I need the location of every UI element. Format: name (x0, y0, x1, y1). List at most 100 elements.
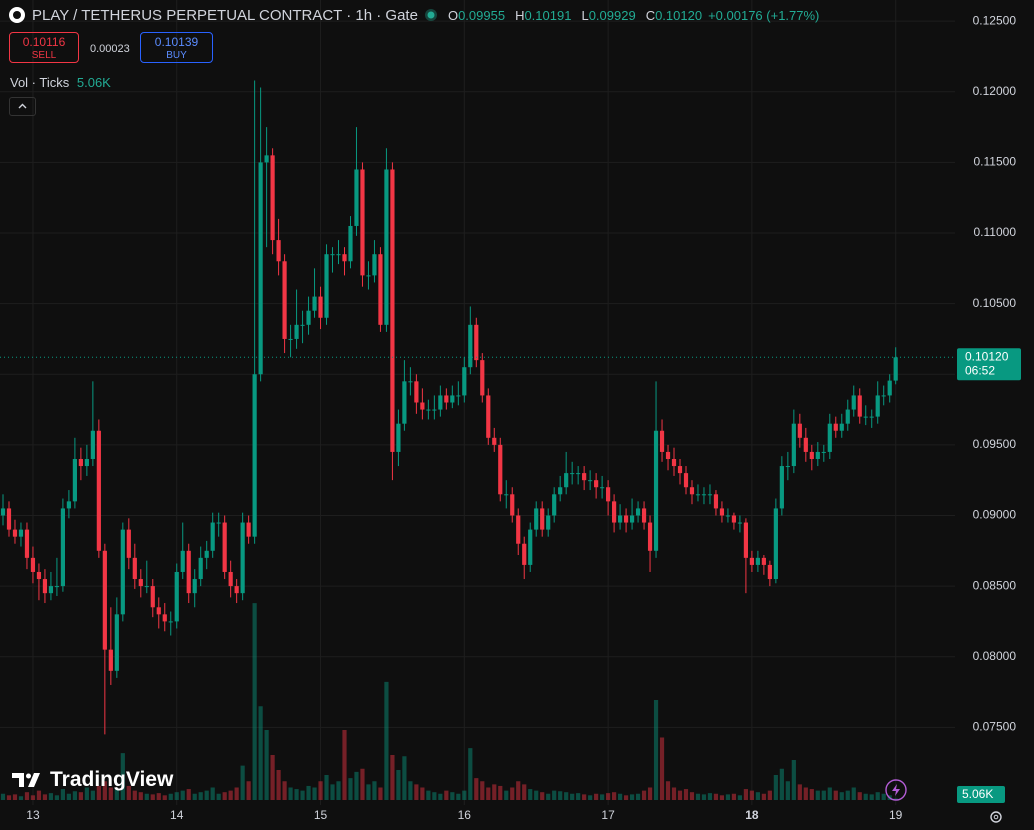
volume-bar (60, 789, 66, 800)
volume-bar (192, 793, 197, 800)
plot-background (0, 0, 955, 805)
volume-bar (857, 792, 862, 800)
volume-bar (24, 792, 30, 800)
volume-bar (138, 792, 143, 800)
candle-body (180, 550, 185, 572)
candle-body (342, 254, 347, 262)
logo-icon (12, 773, 40, 787)
candle-body (396, 423, 401, 452)
volume-bar (372, 781, 377, 800)
candle-body (737, 522, 743, 524)
candle-body (144, 586, 149, 588)
collapse-button[interactable] (9, 97, 36, 116)
logo-text: TradingView (50, 768, 174, 791)
candle-body (132, 557, 137, 580)
volume-bar (570, 793, 575, 800)
volume-bar (48, 793, 54, 800)
settings-button[interactable] (986, 807, 1006, 827)
volume-bar (426, 790, 431, 800)
volume-bar (42, 794, 48, 800)
buy-button[interactable]: 0.10139 BUY (140, 32, 213, 63)
lightning-button[interactable] (884, 778, 908, 802)
candle-body (174, 571, 179, 622)
volume-bar (408, 781, 413, 800)
volume-bar (498, 785, 503, 800)
candle-body (402, 381, 407, 424)
candle-body (683, 473, 689, 488)
ohlc-value: 0.10191 (524, 7, 572, 23)
candle-body (24, 529, 30, 558)
y-tick-label: 0.10500 (973, 296, 1017, 310)
volume-bar (438, 793, 443, 800)
candle-body (378, 254, 383, 325)
candle-body (797, 423, 802, 438)
change: +0.00176 (+1.77%) (708, 7, 820, 23)
candle-body (12, 529, 18, 537)
candle-body (336, 254, 341, 256)
candle-body (348, 225, 353, 262)
volume-bar (384, 681, 389, 800)
candle-body (887, 380, 892, 396)
volume-bar (132, 790, 137, 800)
volume-bar (198, 792, 203, 800)
volume-bar (839, 792, 844, 800)
candle-body (324, 254, 329, 318)
volume-bar (168, 793, 173, 800)
candle-body (743, 522, 749, 558)
volume-bar (342, 730, 347, 800)
candle-body (689, 487, 695, 495)
volume-bar (833, 790, 838, 800)
candle-body (114, 614, 119, 671)
ohlc-value: 0.09929 (588, 7, 636, 23)
candle-body (120, 529, 125, 615)
candle-body (707, 494, 713, 496)
candle-body (857, 395, 862, 417)
volume-bar (276, 770, 281, 800)
symbol-icon (9, 7, 25, 23)
volume-bar (761, 793, 766, 800)
volume-name: Vol · Ticks (10, 75, 70, 90)
volume-bar (240, 765, 245, 800)
candle-body (126, 529, 131, 558)
volume-bar (594, 793, 599, 800)
y-tick-label: 0.11500 (974, 155, 1017, 169)
candle-body (588, 480, 593, 482)
volume-bar (414, 784, 419, 800)
volume-bar (600, 794, 605, 800)
candle-body (576, 473, 581, 475)
legend-header: PLAY / TETHERUS PERPETUAL CONTRACT · 1h … (8, 6, 819, 24)
candle-body (522, 543, 527, 565)
volume-bar (552, 790, 557, 800)
candle-body (582, 473, 587, 481)
candle-body (210, 522, 215, 551)
candle-body (72, 458, 77, 502)
volume-bar (144, 793, 149, 800)
candle-body (534, 508, 539, 530)
candle-body (492, 437, 497, 445)
volume-bar (588, 795, 593, 800)
candle-body (390, 169, 395, 452)
volume-bar (647, 787, 653, 800)
candle-body (78, 458, 83, 467)
candle-body (558, 487, 563, 495)
last-price-label: 0.10120 (965, 349, 1009, 363)
chevron-icon (18, 103, 27, 109)
volume-bar (659, 737, 665, 800)
candle-body (821, 451, 826, 453)
candle-body (138, 579, 143, 587)
candle-body (809, 451, 814, 459)
volume-bar (204, 790, 209, 800)
volume-bar (264, 730, 269, 800)
candle-body (408, 381, 413, 383)
volume-value-label: 5.06K (962, 787, 993, 801)
volume-bar (78, 792, 83, 800)
sell-button[interactable]: 0.10116 SELL (9, 32, 79, 63)
volume-bar (893, 798, 898, 800)
volume-legend: Vol · Ticks 5.06K (10, 75, 111, 90)
candle-body (761, 557, 766, 565)
candle-body (827, 423, 832, 452)
volume-bar (84, 787, 89, 800)
volume-bar (522, 784, 527, 800)
candle-body (30, 557, 36, 572)
